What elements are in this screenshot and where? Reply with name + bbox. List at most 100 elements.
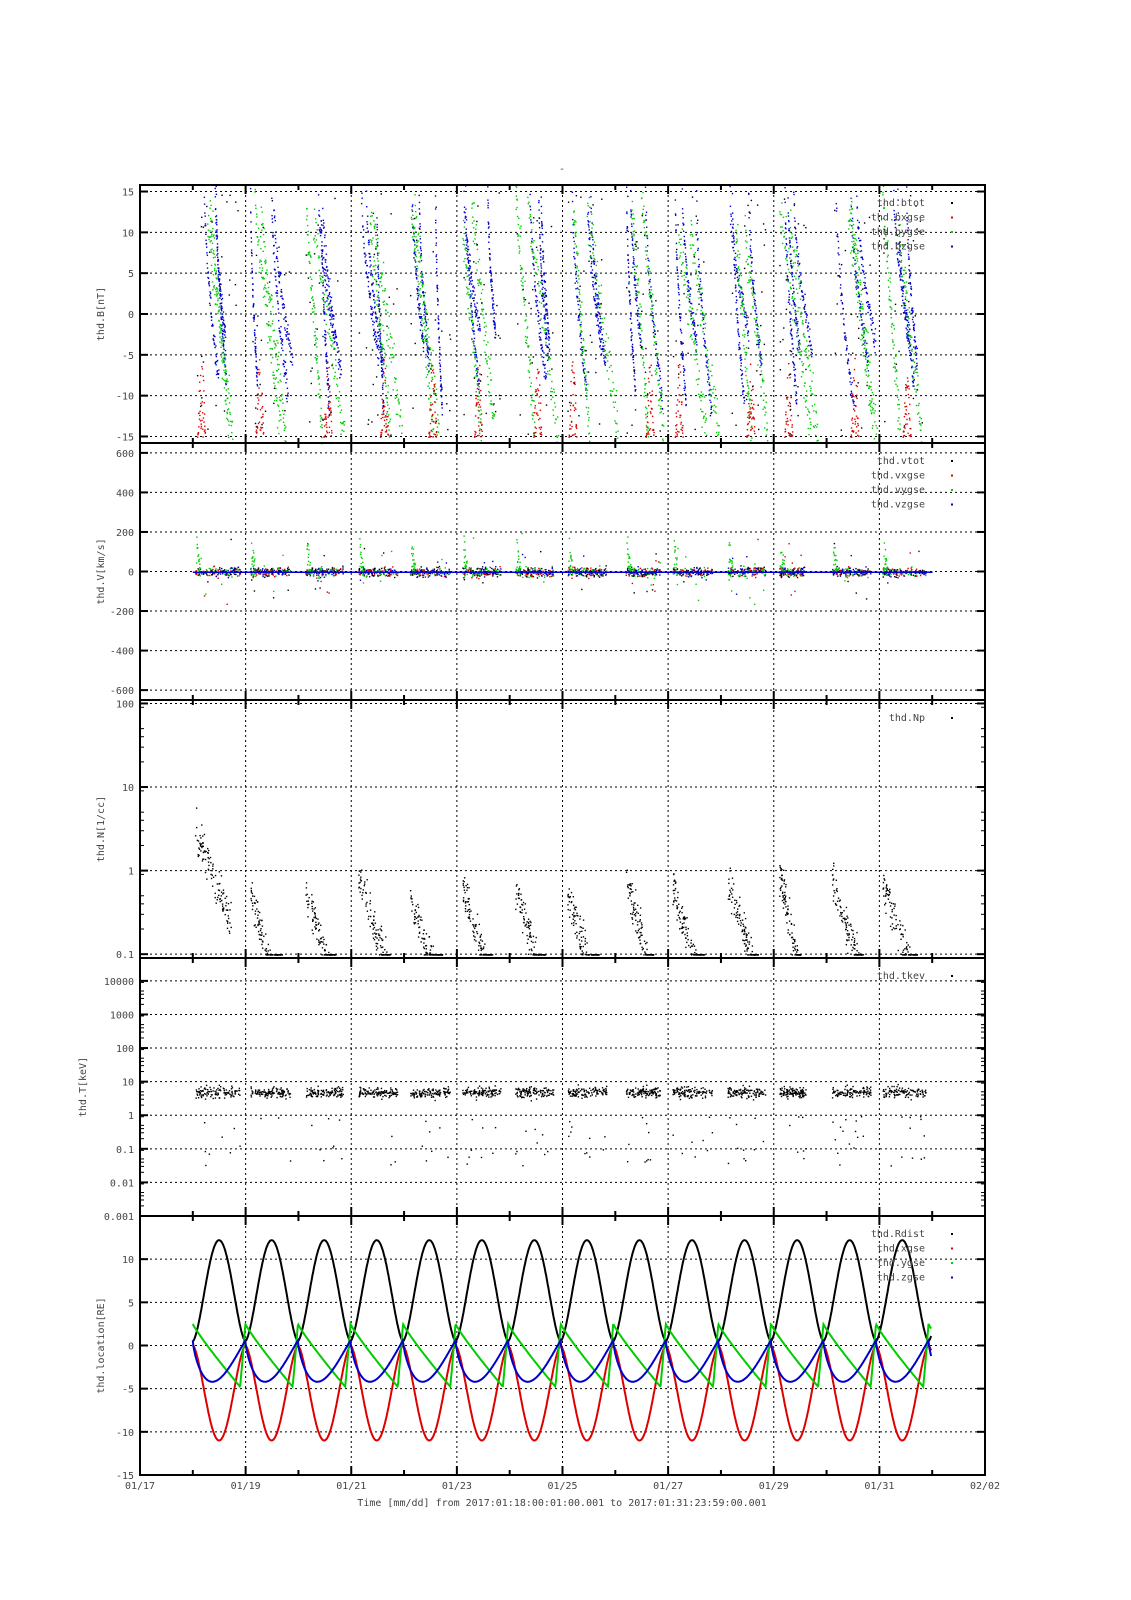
bzgse-point: [272, 235, 274, 237]
bxgse-point: [749, 416, 751, 418]
bzgse-point: [224, 334, 226, 336]
bygse-point: [276, 370, 278, 372]
bygse-point: [276, 427, 279, 429]
bxgse-point: [387, 425, 389, 427]
bygse-point: [603, 317, 606, 319]
bygse-point: [369, 239, 371, 241]
bygse-point: [267, 291, 269, 293]
bzgse-point: [541, 222, 543, 224]
bzgse-point: [594, 283, 596, 285]
bzgse-point: [530, 221, 533, 224]
bzgse-point: [291, 354, 293, 356]
bzgse-point: [255, 345, 257, 348]
bzgse-point: [489, 266, 492, 268]
bygse-point: [226, 412, 229, 415]
bygse-point: [320, 418, 322, 420]
btot-point: [271, 200, 274, 202]
bzgse-point: [215, 215, 218, 217]
bzgse-point: [602, 342, 605, 344]
bzgse-point: [378, 310, 381, 312]
bzgse-point: [423, 341, 425, 344]
bygse-point: [224, 374, 227, 376]
bxgse-point: [481, 430, 483, 433]
bygse-point: [592, 254, 595, 257]
bzgse-point: [221, 306, 223, 308]
bzgse-point: [275, 231, 277, 233]
bzgse-point: [369, 260, 371, 262]
bygse-point: [555, 435, 558, 437]
bzgse-point: [477, 368, 479, 371]
bzgse-point: [468, 279, 470, 281]
bzgse-point: [256, 368, 259, 371]
bzgse-point: [328, 414, 331, 416]
bygse-point: [709, 394, 712, 397]
bzgse-point: [423, 311, 426, 313]
bzgse-point: [580, 323, 582, 326]
bzgse-point: [539, 319, 541, 322]
btot-point: [449, 409, 451, 412]
bzgse-point: [690, 288, 692, 290]
bygse-point: [585, 406, 588, 409]
bygse-point: [466, 286, 468, 288]
bzgse-point: [370, 313, 372, 316]
bygse-point: [436, 426, 439, 428]
bygse-point: [275, 344, 277, 347]
btot-point: [260, 339, 263, 342]
bzgse-point: [223, 328, 225, 331]
bzgse-point: [752, 283, 754, 285]
bzgse-point: [469, 290, 472, 292]
bygse-point: [209, 241, 211, 243]
bygse-point: [384, 381, 386, 384]
bygse-point: [477, 409, 479, 412]
bzgse-point: [534, 281, 536, 283]
bygse-point: [520, 268, 522, 271]
bzgse-point: [337, 347, 339, 349]
bxgse-point: [536, 412, 538, 414]
bygse-point: [212, 289, 214, 291]
bygse-point: [373, 226, 375, 228]
bygse-point: [277, 404, 279, 406]
bygse-point: [614, 420, 616, 422]
bzgse-point: [734, 273, 736, 276]
bygse-point: [225, 369, 227, 371]
bygse-point: [386, 303, 389, 306]
bzgse-point: [546, 310, 548, 312]
bxgse-point: [325, 424, 327, 426]
bzgse-point: [284, 373, 286, 376]
bygse-point: [227, 380, 229, 383]
bygse-point: [749, 279, 751, 281]
bzgse-point: [214, 196, 217, 198]
bzgse-point: [699, 283, 701, 286]
bzgse-point: [689, 302, 692, 304]
bygse-point: [397, 400, 399, 402]
bygse-point: [606, 370, 608, 372]
bxgse-point: [196, 436, 199, 438]
bzgse-point: [543, 371, 546, 373]
bzgse-point: [330, 309, 333, 311]
btot-point: [528, 302, 530, 304]
bygse-point: [385, 385, 387, 387]
bzgse-point: [598, 332, 600, 335]
bygse-point: [219, 341, 221, 343]
bzgse-point: [795, 318, 798, 321]
bzgse-point: [656, 364, 658, 367]
bygse-point: [388, 357, 391, 359]
bzgse-point: [323, 319, 326, 322]
bygse-point: [321, 424, 323, 426]
bzgse-point: [440, 395, 443, 397]
bzgse-point: [419, 247, 422, 250]
bzgse-point: [706, 356, 708, 358]
bxgse-point: [536, 394, 539, 396]
bygse-point: [708, 370, 710, 372]
bygse-point: [660, 411, 663, 413]
bygse-point: [473, 365, 476, 368]
bygse-point: [262, 276, 264, 279]
bzgse-point: [320, 249, 323, 251]
bygse-point: [280, 395, 283, 397]
bygse-point: [228, 374, 230, 377]
bzgse-point: [371, 308, 373, 310]
bygse-point: [595, 264, 598, 267]
bzgse-point: [476, 310, 479, 312]
bygse-point: [582, 339, 585, 341]
bygse-point: [437, 431, 440, 433]
